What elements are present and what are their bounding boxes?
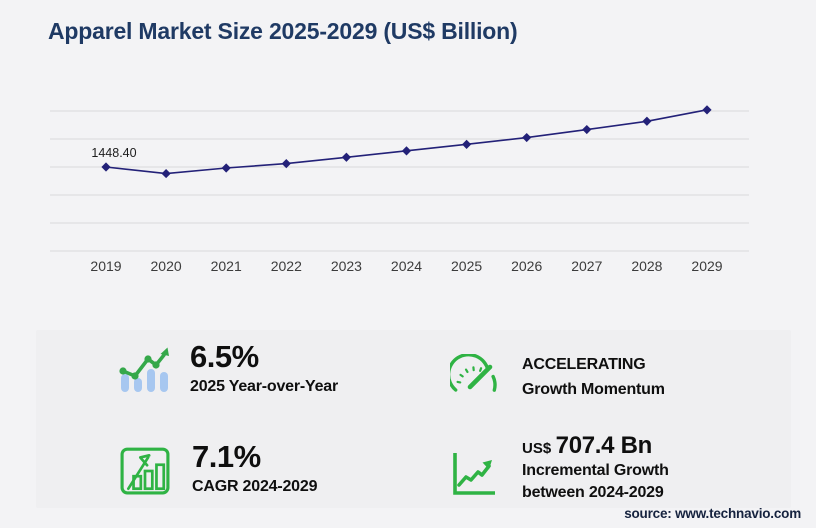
data-point-marker-2020: [161, 168, 171, 179]
data-point-marker-2026: [522, 132, 532, 143]
x-axis-label-2029: 2029: [691, 258, 722, 274]
data-point-marker-2023: [341, 152, 351, 162]
x-axis-label-2023: 2023: [331, 258, 362, 274]
speedometer-icon: [450, 354, 497, 392]
x-axis-label-2019: 2019: [90, 258, 121, 274]
data-point-marker-2024: [401, 146, 412, 156]
stat-momentum: ACCELERATING Growth Momentum: [450, 354, 665, 402]
x-axis-label-2024: 2024: [391, 258, 422, 274]
x-axis-label-2020: 2020: [151, 258, 182, 274]
x-axis-label-2027: 2027: [571, 258, 602, 274]
yoy-value: 6.5%: [190, 339, 259, 374]
stat-cagr: 7.1% CAGR 2024-2029: [120, 439, 318, 497]
bar-trend-icon: [119, 347, 169, 392]
data-point-marker-2025: [462, 139, 472, 149]
x-axis-label-2022: 2022: [271, 258, 302, 274]
data-point-marker-2019: [101, 162, 111, 172]
momentum-line2: Growth Momentum: [522, 381, 665, 398]
incremental-line2: between 2024-2029: [522, 484, 664, 501]
incremental-value: 707.4 Bn: [555, 432, 653, 459]
incremental-currency: US$: [522, 440, 552, 457]
x-axis-label-2028: 2028: [631, 258, 662, 274]
data-point-marker-2029: [702, 105, 712, 115]
line-chart-axes-icon: [453, 453, 495, 495]
stat-incremental-growth: US$ 707.4 Bn Incremental Growth between …: [448, 432, 669, 504]
x-axis-label-2025: 2025: [451, 258, 482, 274]
cagr-value: 7.1%: [192, 439, 261, 474]
data-point-marker-2021: [221, 163, 231, 173]
x-axis-label-2021: 2021: [211, 258, 242, 274]
market-size-line-chart: 1448.40 2019 2020 2021 2022 2023 2024 2025 2026 2…: [50, 105, 749, 274]
data-point-marker-2028: [642, 116, 652, 126]
stat-yoy: 6.5% 2025 Year-over-Year: [118, 339, 339, 397]
bar-chart-frame-icon: [120, 447, 170, 495]
data-point-marker-2022: [281, 159, 291, 169]
series-line: [105, 109, 708, 175]
data-label-2019: 1448.40: [91, 146, 136, 160]
momentum-line1: ACCELERATING: [522, 356, 646, 373]
incremental-line1: Incremental Growth: [522, 462, 669, 479]
page-title: Apparel Market Size 2025-2029 (US$ Billi…: [48, 18, 518, 44]
incremental-amount: US$ 707.4 Bn: [522, 432, 669, 460]
cagr-label: CAGR 2024-2029: [192, 478, 318, 495]
yoy-label: 2025 Year-over-Year: [190, 378, 339, 395]
x-axis-label-2026: 2026: [511, 258, 542, 274]
source-attribution: source: www.technavio.com: [624, 506, 801, 521]
data-point-marker-2027: [582, 124, 592, 135]
